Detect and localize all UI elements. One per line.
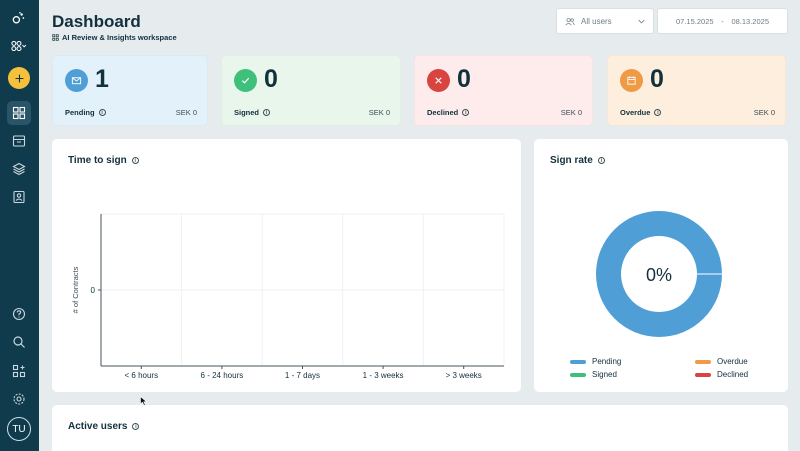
kpi-card-signed[interactable]: 0 Signed i SEK 0 — [221, 55, 401, 126]
sidebar-item-templates[interactable] — [7, 157, 31, 181]
time-to-sign-title-text: Time to sign — [68, 155, 127, 166]
time-to-sign-chart: 0 # of Contracts < 6 hours 6 - 24 hours 1 - … — [71, 213, 505, 380]
search-icon[interactable] — [7, 330, 31, 354]
info-icon[interactable]: i — [597, 157, 605, 164]
kpi-label: Pending i — [65, 108, 106, 117]
calendar-icon — [620, 69, 643, 92]
mail-icon — [65, 69, 88, 92]
legend-label: Signed — [592, 370, 617, 379]
kpi-count: 1 — [95, 65, 109, 93]
legend-item-overdue[interactable]: Overdue — [695, 357, 748, 366]
add-button[interactable] — [8, 67, 30, 89]
kpi-count: 0 — [650, 65, 664, 93]
legend-swatch — [570, 359, 586, 364]
legend-label: Overdue — [717, 357, 748, 366]
time-to-sign-title: Time to sign i — [68, 155, 139, 166]
y-tick-label: 0 — [91, 286, 96, 295]
kpi-count: 0 — [457, 65, 471, 93]
active-users-title-text: Active users — [68, 421, 128, 432]
page-title: Dashboard — [52, 12, 141, 31]
kpi-label-text: Overdue — [620, 108, 651, 117]
inbox-icon — [12, 135, 26, 147]
kpi-amount: SEK 0 — [560, 108, 582, 117]
legend-swatch — [570, 372, 586, 377]
settings-icon[interactable] — [7, 387, 31, 411]
info-icon[interactable]: i — [98, 109, 106, 116]
kpi-footer: Declined i SEK 0 — [427, 108, 582, 117]
date-separator: - — [721, 16, 724, 26]
kpi-card-declined[interactable]: 0 Declined i SEK 0 — [414, 55, 593, 126]
avatar[interactable]: TU — [7, 417, 31, 441]
info-icon[interactable]: i — [654, 109, 662, 116]
sign-rate-title: Sign rate i — [550, 155, 605, 166]
info-icon[interactable]: i — [131, 157, 139, 164]
active-users-panel: Active users i — [52, 405, 788, 451]
legend-label: Pending — [592, 357, 622, 366]
active-users-title: Active users i — [68, 421, 140, 432]
date-range-picker[interactable]: 07.15.2025 - 08.13.2025 — [657, 8, 788, 34]
check-icon — [234, 69, 257, 92]
x-tick-label: 1 - 7 days — [285, 371, 320, 380]
users-filter-value: All users — [581, 16, 612, 26]
integrations-icon[interactable] — [7, 359, 31, 383]
kpi-count: 0 — [264, 65, 278, 93]
info-icon[interactable]: i — [462, 109, 470, 116]
workspace-name: AI Review & Insights workspace — [62, 33, 177, 42]
workspace-label: AI Review & Insights workspace — [52, 33, 177, 42]
x-tick-label: < 6 hours — [125, 371, 159, 380]
kpi-amount: SEK 0 — [753, 108, 775, 117]
chevron-down-icon — [638, 19, 645, 23]
legend-swatch — [695, 372, 711, 377]
kpi-footer: Overdue i SEK 0 — [620, 108, 775, 117]
contacts-icon — [13, 190, 25, 204]
sidebar-item-contacts[interactable] — [7, 185, 31, 209]
y-axis-label: # of Contracts — [71, 266, 80, 313]
kpi-card-overdue[interactable]: 0 Overdue i SEK 0 — [607, 55, 786, 126]
x-icon — [427, 69, 450, 92]
apps-switcher-icon[interactable] — [5, 34, 33, 58]
legend-label: Declined — [717, 370, 749, 379]
x-tick-label: 6 - 24 hours — [201, 371, 244, 380]
sidebar-item-inbox[interactable] — [7, 129, 31, 153]
kpi-label: Overdue i — [620, 108, 662, 117]
kpi-card-pending[interactable]: 1 Pending i SEK 0 — [52, 55, 208, 126]
sign-rate-panel: Sign rate i 0% Pending Overdue Signed Decli… — [534, 139, 788, 392]
kpi-amount: SEK 0 — [368, 108, 390, 117]
x-tick-label: > 3 weeks — [446, 371, 482, 380]
time-to-sign-panel: Time to sign i 0 # of Contracts < 6 hours 6… — [52, 139, 521, 392]
kpi-footer: Signed i SEK 0 — [234, 108, 390, 117]
workspace-icon — [52, 34, 59, 41]
kpi-label: Signed i — [234, 108, 271, 117]
help-icon[interactable] — [7, 302, 31, 326]
sign-rate-title-text: Sign rate — [550, 155, 593, 166]
donut-slice-pending[interactable] — [596, 211, 722, 337]
sign-rate-center-label: 0% — [646, 265, 672, 285]
mouse-cursor-icon — [140, 396, 148, 406]
date-to[interactable]: 08.13.2025 — [731, 16, 769, 26]
legend-item-pending[interactable]: Pending — [570, 357, 621, 366]
users-icon — [565, 17, 575, 25]
sign-rate-chart: 0% — [596, 211, 722, 337]
legend-item-declined[interactable]: Declined — [695, 370, 748, 379]
kpi-label: Declined i — [427, 108, 470, 117]
kpi-amount: SEK 0 — [175, 108, 197, 117]
kpi-footer: Pending i SEK 0 — [65, 108, 197, 117]
info-icon[interactable]: i — [132, 423, 140, 430]
logo-icon[interactable] — [7, 6, 31, 30]
x-tick-label: 1 - 3 weeks — [363, 371, 404, 380]
kpi-label-text: Declined — [427, 108, 459, 117]
users-filter-select[interactable]: All users — [556, 8, 654, 34]
layers-icon — [12, 162, 26, 176]
legend-swatch — [695, 359, 711, 364]
sidebar: TU — [0, 0, 39, 451]
kpi-label-text: Signed — [234, 108, 260, 117]
kpi-label-text: Pending — [65, 108, 95, 117]
legend-item-signed[interactable]: Signed — [570, 370, 617, 379]
sidebar-item-dashboard[interactable] — [7, 101, 31, 125]
info-icon[interactable]: i — [263, 109, 271, 116]
dashboard-icon — [12, 106, 26, 120]
date-from[interactable]: 07.15.2025 — [676, 16, 714, 26]
